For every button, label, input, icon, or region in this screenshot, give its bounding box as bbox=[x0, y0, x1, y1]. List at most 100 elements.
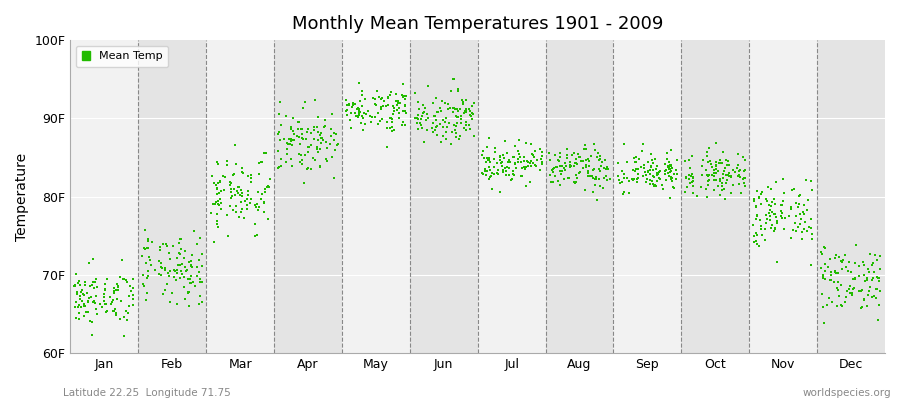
Point bbox=[257, 149, 272, 156]
Point bbox=[824, 298, 839, 305]
Point bbox=[753, 217, 768, 224]
Point bbox=[328, 147, 343, 154]
Point bbox=[508, 143, 522, 150]
Point bbox=[412, 120, 427, 126]
Point bbox=[685, 179, 699, 186]
Point bbox=[410, 120, 424, 126]
Point bbox=[229, 209, 243, 216]
Point bbox=[788, 220, 802, 226]
Point bbox=[545, 166, 560, 172]
Point bbox=[459, 107, 473, 114]
Point bbox=[709, 140, 724, 146]
Point bbox=[459, 126, 473, 133]
Point bbox=[610, 173, 625, 179]
Point bbox=[366, 95, 381, 101]
Point bbox=[506, 167, 520, 174]
Point bbox=[501, 172, 516, 178]
Point bbox=[794, 216, 808, 222]
Point bbox=[799, 177, 814, 183]
Point bbox=[734, 167, 748, 174]
Point bbox=[616, 175, 631, 181]
Point bbox=[643, 181, 657, 187]
Point bbox=[847, 285, 861, 292]
Point bbox=[816, 274, 831, 280]
Point bbox=[484, 170, 499, 176]
Point bbox=[572, 154, 587, 161]
Point bbox=[713, 157, 727, 164]
Point bbox=[195, 251, 210, 257]
Point bbox=[719, 177, 733, 183]
Point bbox=[709, 166, 724, 172]
Point bbox=[754, 232, 769, 238]
Point bbox=[854, 287, 868, 293]
Point bbox=[616, 171, 631, 177]
Point bbox=[175, 268, 189, 274]
Point bbox=[726, 167, 741, 173]
Point bbox=[421, 115, 436, 121]
Point bbox=[354, 120, 368, 126]
Point bbox=[183, 280, 197, 286]
Point bbox=[658, 161, 672, 167]
Point bbox=[96, 294, 111, 300]
Point bbox=[705, 164, 719, 170]
Point bbox=[582, 172, 597, 179]
Point bbox=[465, 109, 480, 116]
Point bbox=[670, 171, 684, 177]
Point bbox=[111, 286, 125, 293]
Point bbox=[491, 167, 505, 173]
Point bbox=[223, 180, 238, 186]
Point bbox=[116, 276, 130, 282]
Point bbox=[390, 98, 404, 104]
Point bbox=[314, 135, 328, 141]
Point bbox=[767, 211, 781, 218]
Point bbox=[524, 141, 538, 148]
Point bbox=[515, 172, 529, 179]
Point bbox=[572, 151, 586, 157]
Point bbox=[631, 174, 645, 181]
Point bbox=[463, 112, 477, 118]
Point bbox=[520, 159, 535, 165]
Point bbox=[271, 165, 285, 171]
Point bbox=[68, 283, 82, 290]
Point bbox=[611, 160, 625, 167]
Point bbox=[533, 167, 547, 173]
Point bbox=[77, 312, 92, 319]
Point bbox=[426, 120, 440, 126]
Point bbox=[428, 127, 443, 134]
Point bbox=[426, 100, 440, 106]
Point bbox=[211, 191, 225, 197]
Point bbox=[182, 303, 196, 309]
Point bbox=[648, 166, 662, 172]
Point bbox=[770, 258, 785, 265]
Point bbox=[173, 251, 187, 257]
Point bbox=[346, 100, 360, 107]
Point bbox=[634, 148, 649, 154]
Point bbox=[459, 118, 473, 125]
Point bbox=[660, 150, 674, 156]
Point bbox=[331, 141, 346, 148]
Point bbox=[553, 162, 567, 169]
Point bbox=[125, 296, 140, 302]
Point bbox=[69, 271, 84, 278]
Point bbox=[641, 169, 655, 176]
Point bbox=[824, 269, 838, 275]
Point bbox=[724, 190, 738, 196]
Point bbox=[444, 141, 458, 147]
Point bbox=[501, 165, 516, 171]
Point bbox=[313, 132, 328, 138]
Point bbox=[329, 130, 344, 137]
Point bbox=[663, 166, 678, 173]
Point bbox=[281, 141, 295, 147]
Point bbox=[835, 259, 850, 266]
Point bbox=[506, 171, 520, 178]
Point bbox=[722, 169, 736, 176]
Point bbox=[192, 300, 206, 307]
Point bbox=[367, 96, 382, 102]
Point bbox=[449, 130, 464, 137]
Point bbox=[484, 172, 499, 179]
Point bbox=[181, 290, 195, 296]
Point bbox=[348, 101, 363, 108]
Point bbox=[125, 302, 140, 308]
Point bbox=[226, 172, 240, 178]
Point bbox=[497, 155, 511, 161]
